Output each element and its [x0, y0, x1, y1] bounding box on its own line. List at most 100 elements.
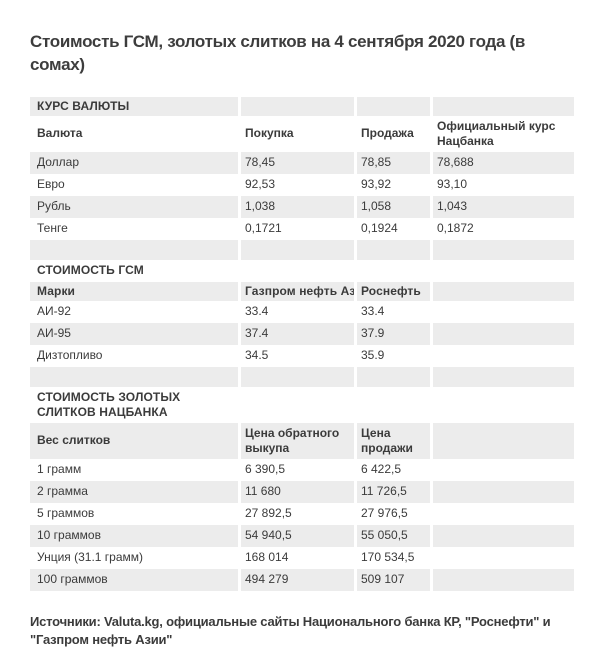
value-cell: 6 422,5: [361, 462, 402, 477]
table-row-5g: 5 граммов 27 892,5 27 976,5: [30, 503, 574, 525]
empty-cell: [241, 260, 354, 282]
empty-cell: [433, 459, 574, 481]
section-title: СТОИМОСТЬ ЗОЛОТЫХ СЛИТКОВ НАЦБАНКА: [37, 389, 181, 419]
value-cell: 93,10: [437, 177, 468, 192]
column-header: Покупка: [245, 126, 294, 141]
column-header: Роснефть: [357, 281, 430, 301]
row-label: Евро: [37, 177, 65, 192]
header-row-fuel: Марки Газпром нефть Азия Роснефть: [30, 281, 574, 301]
column-header: Официальный курс Нацбанка: [437, 118, 556, 148]
empty-cell: [357, 96, 430, 116]
value-cell: 1,043: [433, 195, 574, 218]
header-row-currency: Валюта Покупка Продажа Официальный курс …: [30, 116, 574, 152]
value-cell: 37.9: [357, 322, 430, 345]
empty-cell: [357, 387, 430, 423]
empty-cell: [433, 387, 574, 423]
row-label: Унция (31.1 грамм): [37, 550, 144, 565]
value-cell: 37.4: [241, 322, 354, 345]
value-cell: 33.4: [361, 304, 385, 319]
value-cell: 27 976,5: [361, 506, 408, 521]
table-row-ai95: АИ-95 37.4 37.9: [30, 322, 574, 345]
rates-table: КУРС ВАЛЮТЫ Валюта Покупка Продажа Офици…: [27, 96, 577, 591]
spacer-cell: [357, 239, 430, 260]
value-cell: 0,1721: [245, 221, 282, 236]
table-row-tenge: Тенге 0,1721 0,1924 0,1872: [30, 218, 574, 240]
spacer-cell: [241, 366, 354, 387]
value-cell: 509 107: [357, 568, 430, 591]
row-label: 5 граммов: [37, 506, 95, 521]
value-cell: 27 892,5: [245, 506, 292, 521]
empty-cell: [433, 96, 574, 116]
value-cell: 494 279: [241, 568, 354, 591]
table-row-10g: 10 граммов 54 940,5 55 050,5: [30, 524, 574, 547]
sources-note: Источники: Valuta.kg, официальные сайты …: [30, 613, 551, 648]
section-row-fuel: СТОИМОСТЬ ГСМ: [30, 260, 574, 282]
value-cell: 92,53: [245, 177, 276, 192]
header-row-gold: Вес слитков Цена обратного выкупа Цена п…: [30, 422, 574, 459]
row-label: 10 граммов: [30, 524, 238, 547]
value-cell: 11 680: [241, 480, 354, 503]
value-cell: 35.9: [361, 348, 385, 363]
row-label: 1 грамм: [37, 462, 82, 477]
empty-cell: [433, 345, 574, 367]
table-row-ounce: Унция (31.1 грамм) 168 014 170 534,5: [30, 547, 574, 569]
table-row-ai92: АИ-92 33.4 33.4: [30, 301, 574, 323]
column-header: Вес слитков: [30, 422, 238, 459]
value-cell: 93,92: [361, 177, 392, 192]
value-cell: 1,038: [241, 195, 354, 218]
row-label: Тенге: [37, 221, 68, 236]
spacer-cell: [241, 239, 354, 260]
empty-cell: [357, 260, 430, 282]
value-cell: 54 940,5: [241, 524, 354, 547]
empty-cell: [433, 322, 574, 345]
spacer-cell: [433, 239, 574, 260]
value-cell: 6 390,5: [245, 462, 286, 477]
table-row-2g: 2 грамма 11 680 11 726,5: [30, 480, 574, 503]
table-row-dollar: Доллар 78,45 78,85 78,688: [30, 151, 574, 174]
column-header: Цена продажи: [357, 422, 430, 459]
spacer-row: [30, 366, 574, 387]
value-cell: 170 534,5: [361, 550, 415, 565]
spacer-cell: [357, 366, 430, 387]
column-header: Валюта: [37, 126, 83, 141]
column-header: Марки: [30, 281, 238, 301]
column-header: Газпром нефть Азия: [241, 281, 354, 301]
section-title: КУРС ВАЛЮТЫ: [30, 96, 238, 116]
value-cell: 55 050,5: [357, 524, 430, 547]
row-label: Дизтопливо: [37, 348, 103, 363]
empty-cell: [433, 281, 574, 301]
spacer-cell: [30, 239, 238, 260]
spacer-cell: [30, 366, 238, 387]
row-label: 100 граммов: [30, 568, 238, 591]
empty-cell: [433, 568, 574, 591]
empty-cell: [433, 524, 574, 547]
value-cell: 11 726,5: [357, 480, 430, 503]
section-row-gold: СТОИМОСТЬ ЗОЛОТЫХ СЛИТКОВ НАЦБАНКА: [30, 387, 574, 423]
spacer-row: [30, 239, 574, 260]
section-row-currency: КУРС ВАЛЮТЫ: [30, 96, 574, 116]
column-header: Продажа: [361, 126, 414, 141]
value-cell: 0,1872: [437, 221, 474, 236]
value-cell: 1,058: [357, 195, 430, 218]
table-row-100g: 100 граммов 494 279 509 107: [30, 568, 574, 591]
empty-cell: [433, 260, 574, 282]
empty-cell: [433, 503, 574, 525]
value-cell: 0,1924: [361, 221, 398, 236]
value-cell: 168 014: [245, 550, 289, 565]
row-label: АИ-92: [37, 304, 71, 319]
section-title: СТОИМОСТЬ ГСМ: [37, 263, 144, 278]
value-cell: 78,688: [433, 151, 574, 174]
value-cell: 78,85: [357, 151, 430, 174]
value-cell: 33.4: [245, 304, 269, 319]
empty-cell: [241, 96, 354, 116]
table-row-diesel: Дизтопливо 34.5 35.9: [30, 345, 574, 367]
empty-cell: [433, 301, 574, 323]
empty-cell: [433, 547, 574, 569]
row-label: АИ-95: [30, 322, 238, 345]
value-cell: 34.5: [245, 348, 269, 363]
value-cell: 78,45: [241, 151, 354, 174]
column-header: Цена обратного выкупа: [241, 422, 354, 459]
row-label: Доллар: [30, 151, 238, 174]
empty-cell: [241, 387, 354, 423]
